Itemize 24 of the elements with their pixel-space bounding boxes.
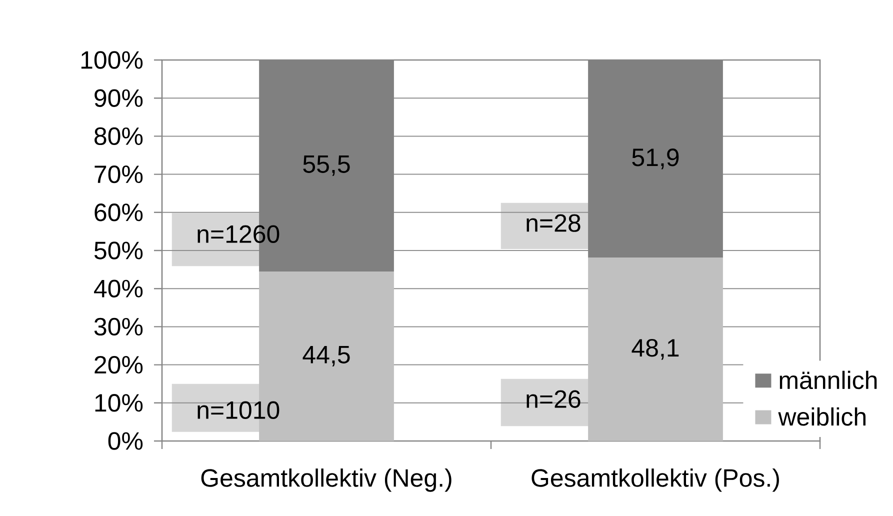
y-tick-label: 20% [94,356,143,374]
y-tick-label: 90% [94,89,143,107]
data-label: 44,5 [302,346,350,366]
y-tick-label: 70% [94,165,143,184]
y-tick-label: 100% [81,51,143,69]
y-tick-label: 30% [94,318,143,336]
annotation: n=28 [526,214,580,232]
data-label: 55,5 [303,156,350,176]
y-tick-label: 40% [94,280,143,298]
annotation: n=26 [526,390,580,408]
legend-label: männlich [780,370,877,390]
y-tick-label: 10% [95,394,143,412]
annotation: n=1260 [198,225,280,243]
legend-label: weiblich [778,407,866,426]
y-tick-label: 80% [94,127,143,146]
bar [588,258,723,441]
data-label: 51,9 [632,148,679,170]
y-tick-label: 60% [94,204,143,222]
annotation: n=1010 [198,401,280,419]
y-tick-label: 0% [108,432,143,450]
x-tick-label: Gesamtkollektiv (Neg.) [201,468,452,492]
x-tick-label: Gesamtkollektiv (Pos.) [532,468,779,492]
data-label: 48,1 [632,339,679,360]
y-tick-label: 50% [94,242,143,260]
